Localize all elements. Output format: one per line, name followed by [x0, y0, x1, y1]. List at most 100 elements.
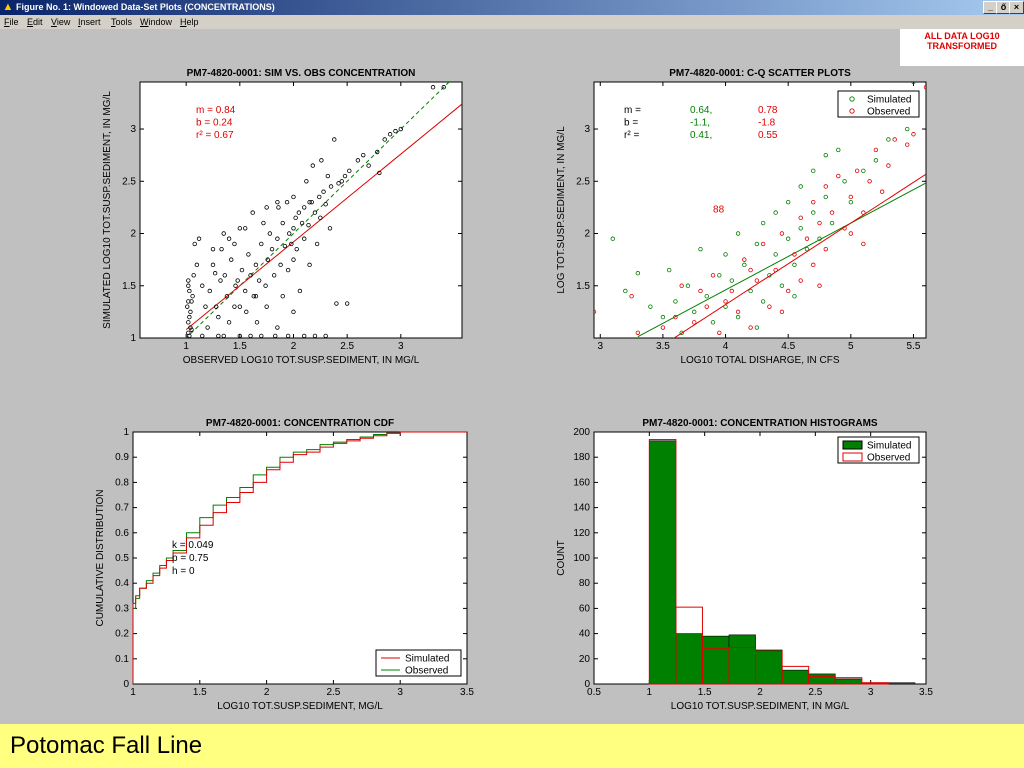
- data-point: [224, 294, 230, 299]
- data-point-observed: [785, 288, 791, 294]
- menu-help[interactable]: Help: [180, 17, 199, 27]
- legend-marker-simulated-icon-marker: [849, 96, 855, 102]
- data-point: [203, 304, 208, 309]
- legend-observed: Observed: [867, 107, 910, 118]
- data-point-observed: [723, 299, 728, 304]
- data-point: [441, 85, 446, 90]
- data-point-simulated: [704, 294, 709, 299]
- bar-observed: [861, 682, 889, 685]
- data-point: [286, 231, 292, 236]
- data-point-simulated: [785, 236, 791, 241]
- data-point-observed: [892, 137, 897, 142]
- legend-box: [375, 649, 462, 677]
- menu-file[interactable]: File: [4, 17, 19, 27]
- data-point-simulated: [792, 294, 797, 299]
- data-point-simulated: [717, 273, 722, 278]
- data-point: [306, 222, 311, 228]
- x-tick-label: 1.5: [193, 687, 207, 698]
- x-tick-label: 3.5: [460, 687, 474, 698]
- legend-swatch-simulated-icon-swatch: [842, 440, 863, 450]
- data-point-observed: [836, 173, 841, 179]
- fit-line-observed: [673, 173, 926, 338]
- data-point: [239, 267, 245, 273]
- x-axis-label: LOG10 TOT.SUSP.SEDIMENT, MG/L: [217, 701, 383, 712]
- chart-2: 3 3.5 4 4.5 5 5.5 1.5 2 2.5 3 PM7-4820-0001: C-Q S…: [556, 68, 927, 366]
- data-point-simulated: [635, 271, 641, 276]
- data-point-observed: [635, 330, 641, 335]
- data-point: [242, 288, 248, 294]
- data-point: [278, 262, 283, 268]
- legend-observed: Observed: [405, 666, 448, 677]
- fit-line-simulated: [637, 182, 926, 338]
- data-point: [382, 137, 387, 142]
- data-point-observed: [923, 85, 926, 90]
- stat-label: b =: [624, 118, 638, 129]
- plot-area: [132, 431, 468, 685]
- data-point-observed: [911, 132, 916, 137]
- transform-note: ALL DATA LOG10 TRANSFORMED: [900, 29, 1024, 66]
- y-tick-label: 3: [130, 124, 136, 135]
- y-tick-label: 0.5: [115, 553, 129, 564]
- x-tick-label: 3: [868, 687, 874, 698]
- menu-window[interactable]: Window: [140, 17, 173, 27]
- menu-tools[interactable]: Tools: [111, 17, 133, 27]
- data-point: [191, 273, 196, 278]
- data-point-observed: [717, 330, 722, 335]
- data-point-observed: [629, 294, 634, 299]
- y-tick-label: 200: [573, 427, 590, 438]
- data-point: [221, 333, 226, 338]
- y-tick-label: 2: [130, 229, 136, 240]
- y-tick-label: 1: [130, 333, 136, 344]
- data-point: [244, 309, 249, 315]
- data-point-simulated: [742, 262, 747, 268]
- data-point-simulated: [679, 330, 684, 335]
- y-tick-label: 2: [584, 229, 590, 240]
- y-tick-label: 2.5: [122, 176, 136, 187]
- data-point: [190, 294, 195, 299]
- data-point: [299, 220, 305, 226]
- legend-marker-observed-icon-marker: [849, 108, 855, 114]
- y-tick-label: 1: [123, 427, 129, 438]
- data-point-observed: [679, 283, 684, 288]
- legend-swatch-simulated-icon: [842, 440, 863, 450]
- bar-observed: [675, 606, 703, 685]
- data-point: [185, 304, 190, 309]
- x-tick-label: 2: [291, 341, 297, 352]
- stat-label: r² = 0.67: [196, 130, 234, 141]
- menu-insert[interactable]: Insert: [78, 17, 101, 27]
- x-tick-label: 2.5: [808, 687, 822, 698]
- y-tick-label: 0.3: [115, 603, 129, 614]
- data-point-simulated: [773, 252, 778, 257]
- y-tick-label: 60: [579, 603, 591, 614]
- stat-label: h = 0: [172, 566, 195, 577]
- data-point-simulated: [623, 288, 628, 294]
- data-point: [304, 179, 309, 184]
- data-point: [344, 301, 350, 306]
- data-point-observed: [735, 309, 741, 315]
- chart-title: PM7-4820-0001: C-Q SCATTER PLOTS: [669, 68, 851, 79]
- stat-label: m =: [624, 105, 641, 116]
- y-tick-label: 80: [579, 578, 591, 589]
- data-point: [216, 314, 221, 320]
- legend-simulated: Simulated: [867, 441, 911, 452]
- data-point: [327, 226, 333, 231]
- data-point: [189, 299, 194, 304]
- data-point: [226, 320, 232, 325]
- data-point-simulated: [660, 314, 666, 320]
- menu-view[interactable]: View: [51, 17, 71, 27]
- data-point-observed: [848, 194, 854, 200]
- data-point: [261, 220, 266, 226]
- data-point-simulated: [842, 179, 847, 184]
- data-point-simulated: [792, 262, 797, 268]
- x-tick-label: 2: [264, 687, 270, 698]
- data-point: [342, 173, 348, 179]
- data-point: [430, 85, 436, 90]
- chart-4: 0.5 1 1.5 2 2.5 3 3.5 0 20 40 60 80 100 120 140 160 180 2…: [556, 418, 933, 712]
- bar-simulated: [755, 649, 783, 685]
- data-point: [186, 278, 191, 283]
- menu-edit[interactable]: Edit: [27, 17, 43, 27]
- data-point: [267, 231, 273, 236]
- data-point: [226, 236, 232, 241]
- x-tick-label: 4.5: [781, 341, 795, 352]
- data-point: [302, 205, 307, 210]
